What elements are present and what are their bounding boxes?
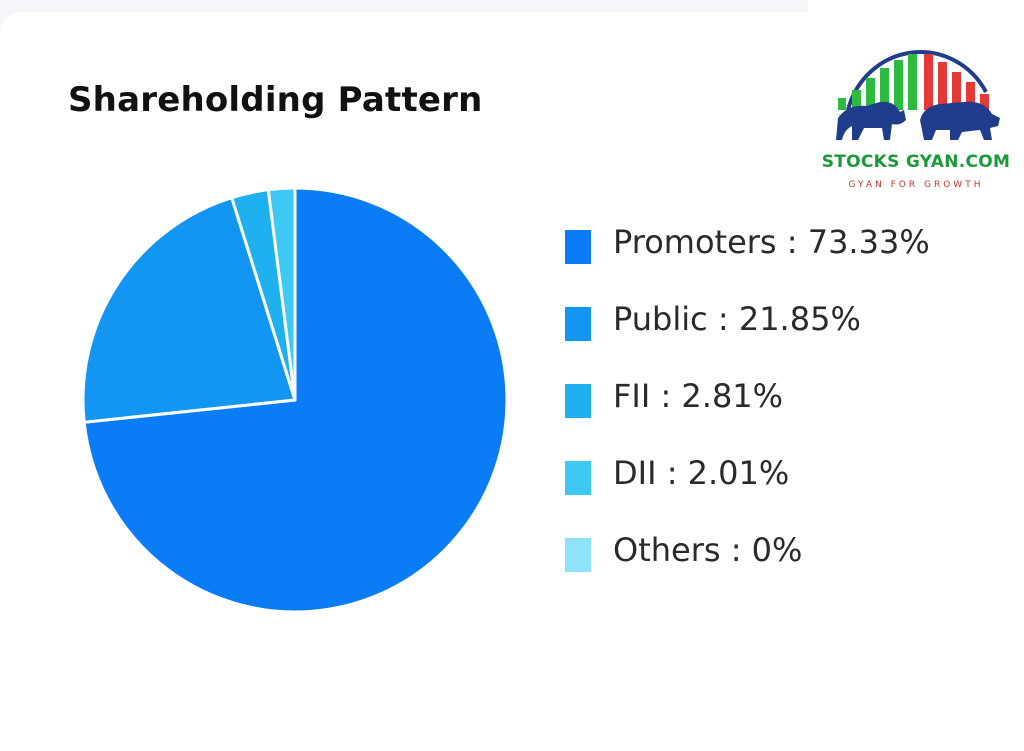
legend-item-fii: FII : 2.81% <box>565 372 930 449</box>
chart-title: Shareholding Pattern <box>68 80 483 120</box>
legend-item-dii: DII : 2.01% <box>565 449 930 526</box>
legend-swatch-others <box>565 538 591 572</box>
legend-label-dii: DII : 2.01% <box>613 454 790 492</box>
logo-tagline: GYAN FOR GROWTH <box>848 180 984 190</box>
legend: Promoters : 73.33% Public : 21.85% FII :… <box>565 218 930 603</box>
logo-name: STOCKS GYAN.COM <box>821 152 1011 172</box>
pie-slice-dii <box>266 186 297 402</box>
legend-swatch-dii <box>565 461 591 495</box>
legend-swatch-promoters <box>565 230 591 264</box>
pie-slice-public <box>81 196 297 424</box>
legend-item-promoters: Promoters : 73.33% <box>565 218 930 295</box>
legend-swatch-public <box>565 307 591 341</box>
legend-label-others: Others : 0% <box>613 531 803 569</box>
legend-label-public: Public : 21.85% <box>613 300 861 338</box>
legend-item-others: Others : 0% <box>565 526 930 603</box>
legend-label-promoters: Promoters : 73.33% <box>613 223 930 261</box>
pie-chart <box>81 186 509 614</box>
stocks-gyan-logo: STOCKS GYAN.COM GYAN FOR GROWTH <box>808 0 1024 200</box>
legend-label-fii: FII : 2.81% <box>613 377 784 415</box>
bull-bear-chart-icon <box>836 50 1000 140</box>
legend-item-public: Public : 21.85% <box>565 295 930 372</box>
legend-swatch-fii <box>565 384 591 418</box>
